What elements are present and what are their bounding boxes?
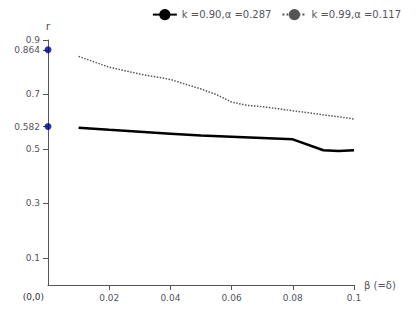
svg-text:0.3: 0.3 <box>26 198 40 208</box>
svg-text:0.06: 0.06 <box>222 293 242 303</box>
svg-text:0.5: 0.5 <box>26 144 40 154</box>
svg-text:0.1: 0.1 <box>26 253 40 263</box>
svg-text:r: r <box>46 20 51 33</box>
svg-text:0.1: 0.1 <box>347 293 361 303</box>
svg-text:k =0.99,α =0.117: k =0.99,α =0.117 <box>311 9 401 20</box>
svg-text:0.04: 0.04 <box>160 293 180 303</box>
svg-text:β (=δ): β (=δ) <box>364 280 396 291</box>
svg-text:(0,0): (0,0) <box>23 292 44 302</box>
svg-text:k =0.90,α =0.287: k =0.90,α =0.287 <box>182 9 272 20</box>
svg-text:0.864: 0.864 <box>14 45 40 55</box>
svg-text:0.582: 0.582 <box>14 122 40 132</box>
svg-text:0.02: 0.02 <box>99 293 119 303</box>
svg-text:0.08: 0.08 <box>283 293 303 303</box>
svg-text:0.7: 0.7 <box>26 89 40 99</box>
svg-text:0.9: 0.9 <box>26 35 41 45</box>
